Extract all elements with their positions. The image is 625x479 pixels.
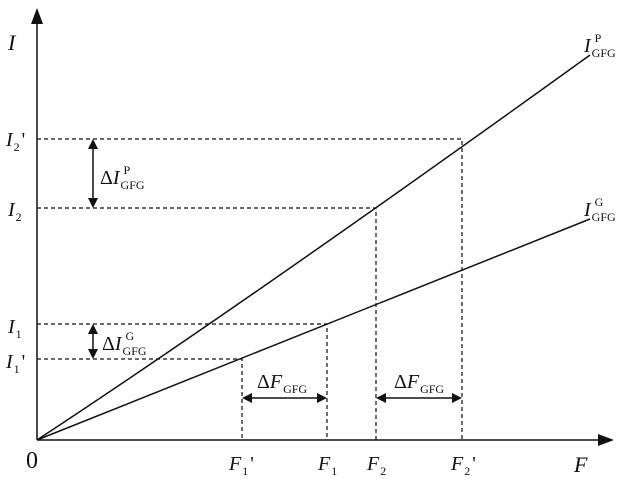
label-sub: 1 — [16, 327, 22, 341]
label-sub: GFG — [592, 210, 616, 224]
label-sub: GFG — [123, 344, 147, 358]
label-sub: GFG — [592, 46, 616, 60]
label-main: F — [406, 371, 420, 393]
label-main: F — [228, 453, 242, 475]
y-axis-label: I — [7, 30, 17, 55]
origin-label: 0 — [26, 448, 38, 474]
label-main: I — [583, 199, 592, 221]
label-prefix: Δ — [102, 333, 115, 355]
label-sub: 2 — [464, 464, 470, 478]
curve-g — [36, 218, 591, 441]
label-sub: 2 — [16, 210, 22, 224]
label-prefix: Δ — [257, 371, 270, 393]
x-axis-label: F — [573, 452, 588, 477]
label-suffix: ' — [22, 129, 26, 151]
label-sup: G — [595, 195, 604, 209]
label-sub: GFG — [283, 382, 307, 396]
label-prefix: Δ — [100, 167, 113, 189]
label-main: I — [7, 199, 16, 221]
curve-p — [36, 54, 591, 441]
label-main: I — [114, 333, 123, 355]
label-sup: P — [595, 31, 602, 45]
label-main: F — [450, 453, 464, 475]
label-sub: 1 — [242, 464, 248, 478]
guide — [37, 138, 463, 440]
label-main: F — [269, 371, 283, 393]
label-main: I — [5, 351, 14, 373]
label-sub: 1 — [14, 362, 20, 376]
guide — [37, 358, 243, 440]
guide — [37, 207, 377, 440]
label-sup: P — [124, 163, 131, 177]
label-suffix: ' — [22, 351, 26, 373]
label-main: I — [112, 167, 121, 189]
label-main: I — [583, 35, 592, 57]
label-sub: GFG — [420, 382, 444, 396]
label-sub: 2 — [14, 140, 20, 154]
label-sub: 2 — [380, 464, 386, 478]
label-main: I — [5, 129, 14, 151]
label-sub: GFG — [121, 178, 145, 192]
guide — [37, 323, 328, 440]
label-main: I — [7, 316, 16, 338]
label-main: F — [366, 453, 380, 475]
label-prefix: Δ — [394, 371, 407, 393]
label-sup: G — [126, 329, 135, 343]
label-suffix: ' — [472, 453, 476, 475]
label-suffix: ' — [250, 453, 254, 475]
label-sub: 1 — [331, 464, 337, 478]
label-main: F — [317, 453, 331, 475]
